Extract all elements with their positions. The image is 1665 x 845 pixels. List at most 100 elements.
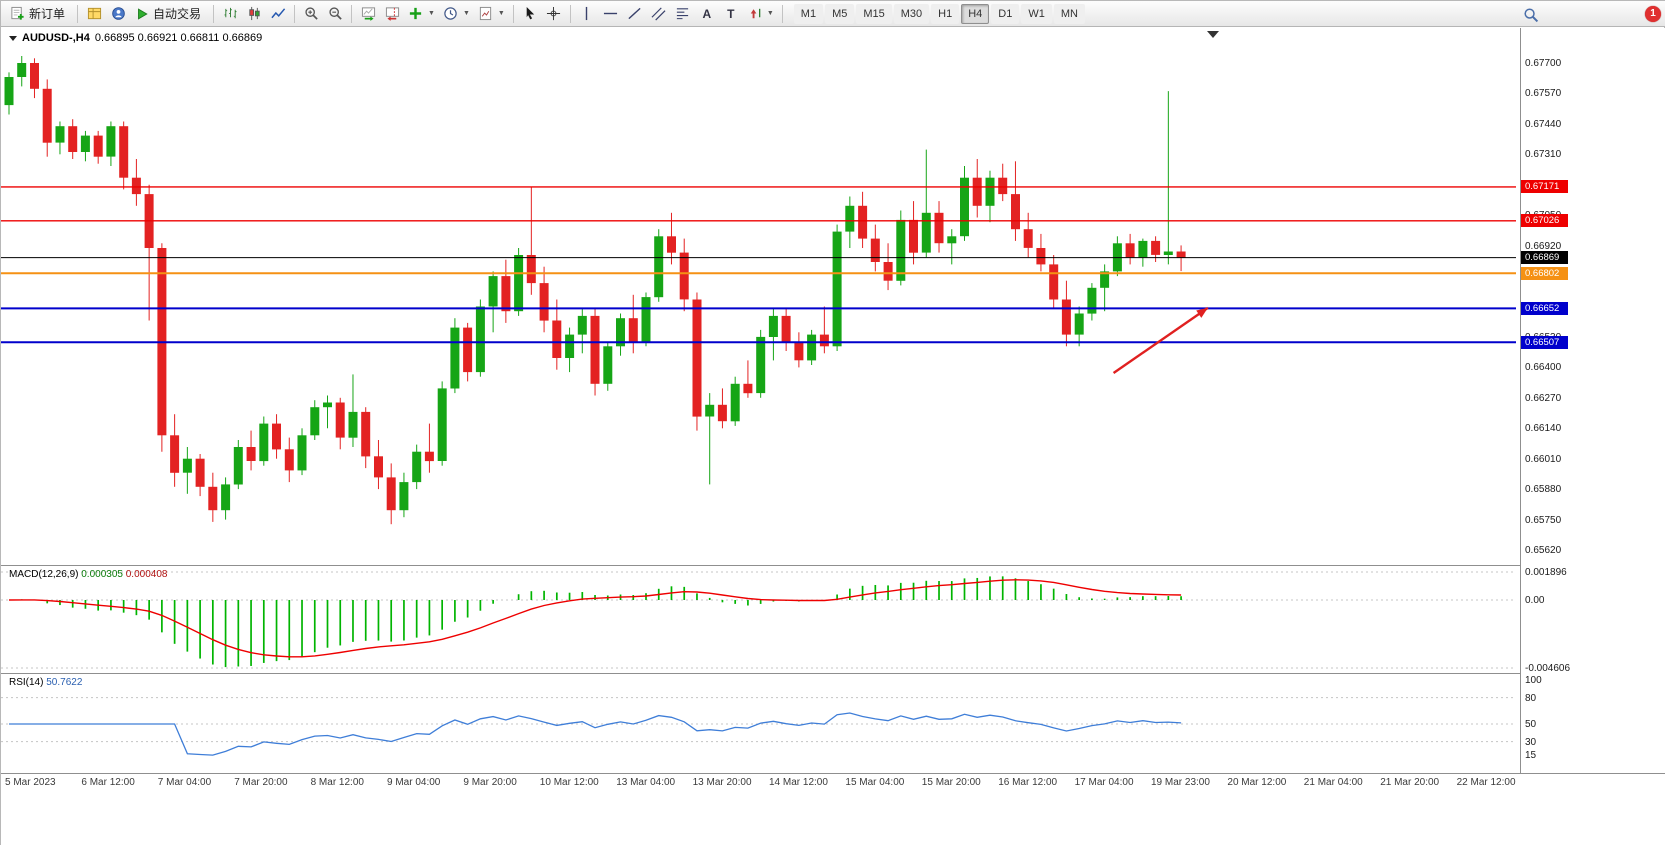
candle	[641, 292, 651, 347]
price-level-badge-resistance: 0.67171	[1521, 180, 1568, 194]
candle	[577, 308, 587, 354]
timeframe-w1[interactable]: W1	[1021, 3, 1052, 24]
macd-name: MACD(12,26,9)	[9, 569, 79, 580]
autotrading-button[interactable]: 自动交易	[130, 3, 209, 25]
timeframe-m30[interactable]: M30	[893, 3, 930, 24]
candle	[539, 266, 549, 333]
timeframe-d1[interactable]: D1	[991, 3, 1020, 24]
candle	[374, 440, 383, 490]
candle	[4, 72, 14, 115]
templates-button[interactable]: ▼	[474, 3, 509, 25]
chart-window: AUDUSD-,H4 0.66895 0.66921 0.66811 0.668…	[1, 28, 1665, 845]
market-watch-button[interactable]	[82, 3, 106, 25]
line-chart-button[interactable]	[266, 3, 290, 25]
toolbar-separator	[213, 4, 215, 23]
notification-badge[interactable]: 1	[1645, 6, 1661, 22]
crosshair-button[interactable]	[542, 3, 566, 25]
autotrading-icon	[138, 7, 148, 20]
candle	[450, 318, 460, 394]
ohlc-readout: 0.66895 0.66921 0.66811 0.66869	[94, 32, 263, 44]
candle	[794, 332, 804, 368]
time-axis-label: 20 Mar 12:00	[1227, 777, 1287, 788]
zoom-in-icon	[304, 7, 318, 20]
rsi-name: RSI(14)	[9, 677, 44, 688]
price-tick-label: 0.66920	[1525, 240, 1562, 252]
price-tick-label: 0.67310	[1525, 149, 1562, 161]
panel-separator[interactable]	[1, 673, 1520, 675]
cursor-button[interactable]	[518, 3, 542, 25]
candle	[68, 119, 78, 159]
candle	[424, 423, 434, 473]
rsi-panel-canvas[interactable]	[1, 675, 1519, 771]
time-axis-label: 10 Mar 12:00	[539, 777, 599, 788]
candle	[781, 308, 791, 351]
toolbar-separator	[351, 4, 353, 23]
fibonacci-button[interactable]	[671, 3, 695, 25]
price-tick-label: 0.67700	[1525, 58, 1562, 69]
timeframe-h1[interactable]: H1	[931, 3, 960, 24]
time-axis-divider	[1, 773, 1665, 774]
new-order-label: 新订单	[29, 7, 66, 21]
candle	[412, 444, 422, 490]
price-tick-label: 0.66140	[1525, 423, 1562, 435]
horizontal-line-button[interactable]	[599, 3, 623, 25]
candle	[93, 130, 103, 164]
macd-axis-label: 0.00	[1525, 594, 1545, 606]
chevron-down-icon: ▼	[428, 10, 435, 17]
candle	[603, 341, 613, 391]
price-level-badge-current-price: 0.66869	[1521, 251, 1568, 265]
time-axis-label: 21 Mar 04:00	[1303, 777, 1363, 788]
candle	[1023, 212, 1033, 258]
candle	[80, 130, 90, 162]
new-order-button[interactable]: 新订单	[5, 3, 73, 25]
trendline-button[interactable]	[623, 3, 647, 25]
time-axis-label: 9 Mar 20:00	[463, 777, 517, 788]
candle	[348, 374, 358, 447]
price-tick-label: 0.67570	[1525, 88, 1562, 100]
timeframe-m15[interactable]: M15	[856, 3, 892, 24]
chart-shift-button[interactable]	[380, 3, 404, 25]
rsi-value: 50.7622	[46, 677, 83, 688]
channel-button[interactable]	[647, 3, 671, 25]
candle	[195, 454, 205, 497]
indicators-button[interactable]: ▼	[404, 3, 439, 25]
timeframe-mn[interactable]: MN	[1053, 3, 1085, 24]
candle	[832, 224, 842, 351]
price-tick-label: 0.65880	[1525, 484, 1562, 496]
text-icon: A	[702, 6, 712, 21]
auto-scroll-button[interactable]	[356, 3, 380, 25]
price-tick-label: 0.67440	[1525, 118, 1562, 130]
panel-separator[interactable]	[1, 565, 1520, 567]
search-button[interactable]	[1519, 4, 1543, 26]
timeframe-m1[interactable]: M1	[793, 3, 824, 24]
vertical-line-button[interactable]	[575, 3, 599, 25]
candle	[310, 400, 320, 440]
toolbar-separator	[77, 4, 79, 23]
one-click-trading-arrow[interactable]	[9, 35, 17, 41]
shapes-button[interactable]: ▼	[743, 3, 778, 25]
zoom-out-button[interactable]	[323, 3, 347, 25]
timeframe-m5[interactable]: M5	[825, 3, 855, 24]
bar-chart-button[interactable]	[218, 3, 242, 25]
candle	[628, 294, 638, 354]
candle	[514, 248, 524, 316]
candle	[972, 159, 982, 218]
macd-axis-label: -0.004606	[1525, 663, 1571, 674]
timeframe-h4[interactable]: H4	[961, 3, 990, 24]
timeframe-group: M1 M5 M15 M30 H1 H4 D1 W1 MN	[793, 3, 1086, 24]
arrow-annotation[interactable]	[1112, 306, 1209, 374]
price-tick-label: 0.65750	[1525, 514, 1562, 526]
price-chart-canvas[interactable]	[1, 29, 1519, 565]
chart-shift-marker[interactable]	[1207, 31, 1219, 38]
zoom-in-button[interactable]	[299, 3, 323, 25]
label-tool-button[interactable]: T	[719, 3, 743, 25]
periods-button[interactable]: ▼	[439, 3, 474, 25]
text-tool-button[interactable]: A	[695, 3, 719, 25]
price-axis-divider	[1520, 28, 1521, 773]
candle	[259, 416, 269, 466]
time-axis-label: 13 Mar 04:00	[616, 777, 676, 788]
candlestick-chart-button[interactable]	[242, 3, 266, 25]
navigator-button[interactable]	[106, 3, 130, 25]
macd-panel-canvas[interactable]	[1, 567, 1519, 673]
